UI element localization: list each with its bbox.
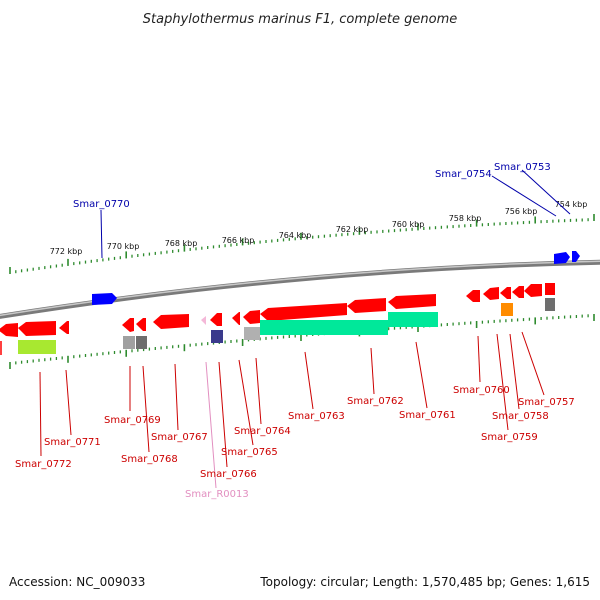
- gene-smar-0768[interactable]: [136, 318, 146, 331]
- leader-smar-0767: [174, 363, 179, 431]
- label-smar-0767[interactable]: Smar_0767: [151, 432, 208, 443]
- gene-smar-0757b[interactable]: [545, 283, 555, 295]
- gene-smar-0760[interactable]: [466, 290, 480, 302]
- leader-smar-0765: [238, 359, 254, 446]
- label-smar-0757[interactable]: Smar_0757: [518, 397, 575, 408]
- leader-smar-0771: [65, 369, 72, 436]
- cog-box-0768: [136, 336, 147, 349]
- label-smar-0770[interactable]: Smar_0770: [73, 199, 130, 210]
- scale-label-772: 772 kbp: [50, 247, 83, 256]
- gene-smar-0758[interactable]: [500, 287, 511, 299]
- scale-label-760: 760 kbp: [392, 220, 425, 229]
- leader-smar-0758: [509, 333, 520, 410]
- gene-smar-0764[interactable]: [243, 310, 260, 324]
- leader-smar-0760: [477, 335, 481, 383]
- leader-smar-0772: [39, 371, 42, 457]
- outer-scale-ticks: [9, 214, 595, 274]
- gene-smar-0766[interactable]: [210, 313, 222, 326]
- gene-smar-0762[interactable]: [347, 298, 386, 313]
- topology-text: Topology: circular; Length: 1,570,485 bp…: [259, 575, 590, 589]
- gene-smar-0771b[interactable]: [59, 321, 69, 334]
- gene-smar-0757[interactable]: [524, 284, 542, 297]
- label-smar-0760[interactable]: Smar_0760: [453, 385, 510, 396]
- label-smar-0753[interactable]: Smar_0753: [494, 162, 551, 173]
- scale-label-768: 768 kbp: [165, 239, 198, 248]
- gene-smar-0765[interactable]: [232, 312, 240, 325]
- label-smar-0772[interactable]: Smar_0772: [15, 459, 72, 470]
- label-smar-0762[interactable]: Smar_0762: [347, 396, 404, 407]
- gene-smar-0771[interactable]: [18, 321, 56, 336]
- scale-label-770: 770 kbp: [107, 242, 140, 251]
- leader-smar-0754: [491, 175, 557, 217]
- accession-text: Accession: NC_009033: [9, 575, 145, 589]
- scale-label-758: 758 kbp: [449, 214, 482, 223]
- label-smar-0758[interactable]: Smar_0758: [492, 411, 549, 422]
- scale-label-766: 766 kbp: [222, 236, 255, 245]
- gene-smar-0763[interactable]: [260, 303, 347, 321]
- label-smar-0765[interactable]: Smar_0765: [221, 447, 278, 458]
- leader-smar-0764: [255, 357, 262, 425]
- cog-box-0772: [0, 341, 2, 355]
- leader-smar-0770: [100, 209, 103, 259]
- cog-box-0771: [18, 340, 56, 354]
- scale-label-762: 762 kbp: [336, 225, 369, 234]
- gene-smar-0753[interactable]: [572, 251, 580, 262]
- cog-box-0763: [260, 320, 388, 335]
- gene-smar-0761[interactable]: [388, 294, 436, 309]
- gene-smar-0770[interactable]: [92, 293, 117, 305]
- cog-box-0761: [388, 312, 438, 327]
- label-smar-0768[interactable]: Smar_0768: [121, 454, 178, 465]
- cog-box-0764: [244, 327, 260, 340]
- scale-label-756: 756 kbp: [505, 207, 538, 216]
- gene-smar-0767[interactable]: [153, 314, 189, 329]
- leader-smar-r0013: [205, 361, 217, 489]
- leader-smar-0766: [218, 361, 228, 468]
- cog-box-0758: [501, 303, 513, 316]
- label-smar-0769[interactable]: Smar_0769: [104, 415, 161, 426]
- cog-box-0757: [545, 298, 555, 311]
- label-smar-0761[interactable]: Smar_0761: [399, 410, 456, 421]
- gene-smar-0759[interactable]: [483, 287, 499, 300]
- leader-smar-0763: [304, 351, 314, 410]
- leader-smar-0768: [142, 365, 150, 453]
- genome-backbone: [0, 259, 600, 319]
- cog-box-0769: [123, 336, 135, 349]
- gene-smar-0772[interactable]: [0, 323, 18, 337]
- scale-label-764: 764 kbp: [279, 231, 312, 240]
- leader-smar-0753: [521, 169, 571, 215]
- gene-smar-0769[interactable]: [122, 318, 134, 332]
- label-smar-0763[interactable]: Smar_0763: [288, 411, 345, 422]
- label-smar-0759[interactable]: Smar_0759: [481, 432, 538, 443]
- label-smar-0771[interactable]: Smar_0771: [44, 437, 101, 448]
- leader-smar-0757: [521, 331, 545, 396]
- gene-smar-0758b[interactable]: [512, 286, 524, 298]
- label-smar-0754[interactable]: Smar_0754: [435, 169, 492, 180]
- gene-smar-r0013[interactable]: [201, 316, 206, 325]
- label-smar-0766[interactable]: Smar_0766: [200, 469, 257, 480]
- leader-smar-0762: [370, 347, 375, 395]
- map-title: Staphylothermus marinus F1, complete gen…: [143, 12, 458, 27]
- cog-box-0766: [211, 330, 223, 343]
- leader-smar-0761: [415, 341, 428, 409]
- label-smar-r0013[interactable]: Smar_R0013: [185, 489, 249, 500]
- leader-smar-0759: [496, 333, 509, 431]
- scale-label-754: 754 kbp: [555, 200, 588, 209]
- label-smar-0764[interactable]: Smar_0764: [234, 426, 291, 437]
- inner-scale-ticks: [9, 314, 595, 369]
- gene-smar-0754[interactable]: [554, 252, 570, 264]
- genome-backbone-highlight: [0, 260, 600, 317]
